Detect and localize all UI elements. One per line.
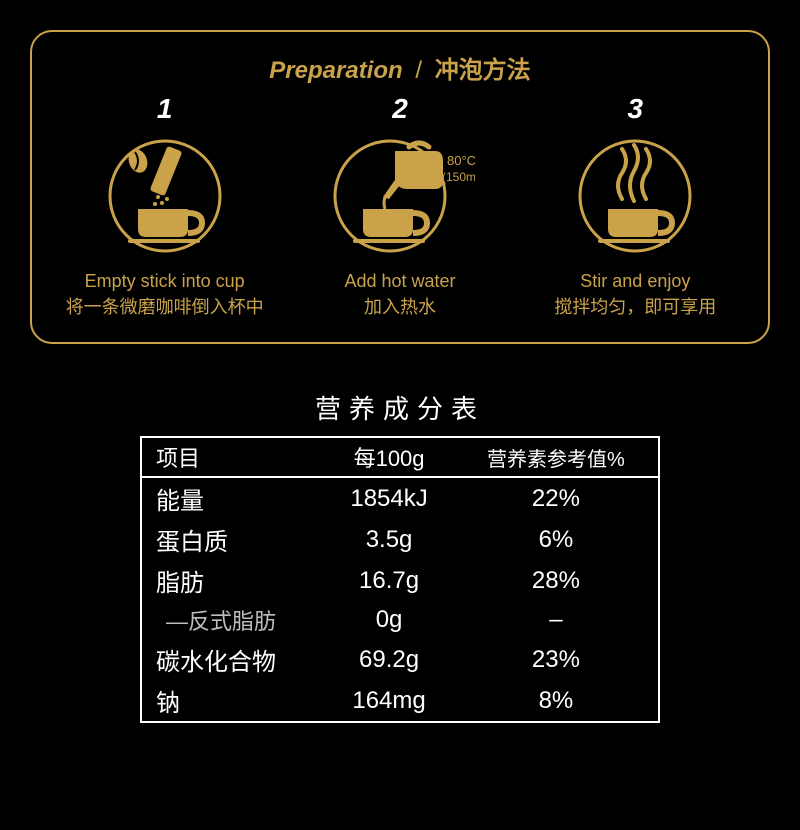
- panel-title: Preparation / 冲泡方法: [52, 50, 748, 85]
- cell-nrv: 6%: [454, 519, 659, 560]
- step-3-number: 3: [523, 93, 748, 125]
- step-1: 1: [52, 93, 277, 318]
- table-row: —反式脂肪0g–: [141, 601, 659, 639]
- table-row: 脂肪16.7g28%: [141, 560, 659, 601]
- step-3-caption-zh: 搅拌均匀，即可享用: [523, 297, 748, 319]
- add-water-icon: 80°C (150ml): [287, 131, 512, 261]
- cell-name: 脂肪: [141, 560, 324, 601]
- cell-per100g: 16.7g: [324, 560, 454, 601]
- cell-nrv: 28%: [454, 560, 659, 601]
- nutrition-section: 营养成分表 项目 每100g 营养素参考值% 能量1854kJ22%蛋白质3.5…: [140, 389, 660, 723]
- col-header-item: 项目: [141, 437, 324, 477]
- pour-stick-icon: [52, 131, 277, 261]
- panel-title-en: Preparation: [269, 57, 402, 84]
- cell-per100g: 0g: [324, 601, 454, 639]
- table-row: 碳水化合物69.2g23%: [141, 639, 659, 680]
- step-2: 2 80°C (150ml): [287, 93, 512, 318]
- vol-label: (150ml): [442, 170, 475, 184]
- table-row: 钠164mg8%: [141, 680, 659, 722]
- step-2-caption-en: Add hot water: [287, 271, 512, 293]
- step-3-caption-en: Stir and enjoy: [523, 271, 748, 293]
- cell-per100g: 69.2g: [324, 639, 454, 680]
- cell-name: 蛋白质: [141, 519, 324, 560]
- col-header-per100: 每100g: [324, 437, 454, 477]
- nutrition-table: 项目 每100g 营养素参考值% 能量1854kJ22%蛋白质3.5g6%脂肪1…: [140, 436, 660, 723]
- panel-title-zh: 冲泡方法: [435, 57, 531, 84]
- step-1-caption-en: Empty stick into cup: [52, 271, 277, 293]
- step-1-caption-zh: 将一条微磨咖啡倒入杯中: [52, 297, 277, 319]
- cell-nrv: 22%: [454, 477, 659, 519]
- panel-title-sep: /: [415, 57, 422, 84]
- table-row: 能量1854kJ22%: [141, 477, 659, 519]
- steps-row: 1: [52, 93, 748, 318]
- cell-per100g: 164mg: [324, 680, 454, 722]
- stir-icon: [523, 131, 748, 261]
- cell-per100g: 3.5g: [324, 519, 454, 560]
- nutrition-title: 营养成分表: [140, 389, 660, 426]
- step-2-number: 2: [287, 93, 512, 125]
- cell-nrv: 23%: [454, 639, 659, 680]
- nutrition-tbody: 能量1854kJ22%蛋白质3.5g6%脂肪16.7g28%—反式脂肪0g–碳水…: [141, 477, 659, 722]
- table-row: 蛋白质3.5g6%: [141, 519, 659, 560]
- step-3: 3 Stir and enjoy 搅拌均匀，即可享用: [523, 93, 748, 318]
- cell-name: 碳水化合物: [141, 639, 324, 680]
- cell-nrv: –: [454, 601, 659, 639]
- cell-nrv: 8%: [454, 680, 659, 722]
- temp-label: 80°C: [447, 153, 475, 168]
- step-1-number: 1: [52, 93, 277, 125]
- cell-name: —反式脂肪: [141, 601, 324, 639]
- col-header-nrv: 营养素参考值%: [454, 437, 659, 477]
- cell-name: 钠: [141, 680, 324, 722]
- preparation-panel: Preparation / 冲泡方法 1: [30, 30, 770, 344]
- step-2-caption-zh: 加入热水: [287, 297, 512, 319]
- cell-name: 能量: [141, 477, 324, 519]
- table-header-row: 项目 每100g 营养素参考值%: [141, 437, 659, 477]
- cell-per100g: 1854kJ: [324, 477, 454, 519]
